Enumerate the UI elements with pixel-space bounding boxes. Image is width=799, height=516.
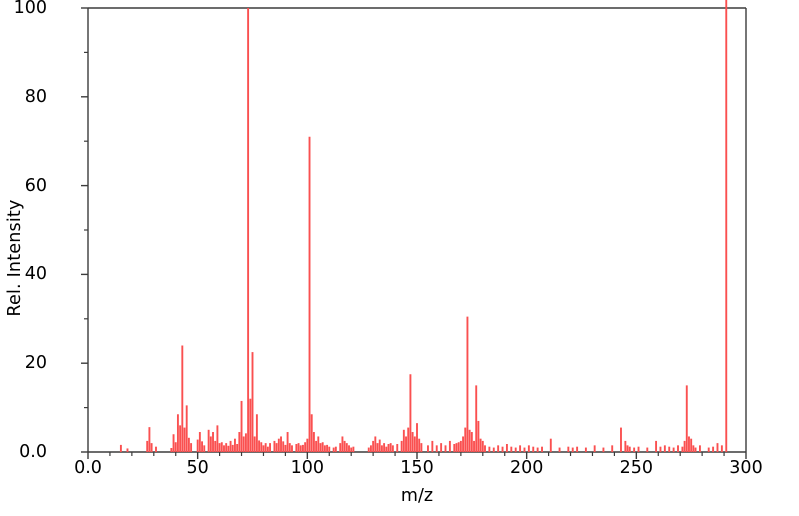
y-tick-label: 80 [24,86,47,107]
x-tick-label: 300 [729,458,763,478]
y-tick-label: 60 [24,175,47,196]
x-tick-label: 200 [509,458,544,478]
y-tick-label: 20 [24,353,47,374]
x-tick-label: 100 [290,458,325,478]
y-tick-label: 0.0 [19,442,47,462]
y-tick-label: 100 [13,0,47,18]
spectrum-peaks [119,0,728,452]
x-tick-label: 250 [619,458,654,478]
y-tick-label: 40 [24,264,47,285]
x-tick-label: 150 [400,458,434,478]
x-axis-label: m/z [400,486,434,506]
x-tick-label: 0.0 [74,458,102,478]
x-tick-label: 50 [186,458,209,478]
